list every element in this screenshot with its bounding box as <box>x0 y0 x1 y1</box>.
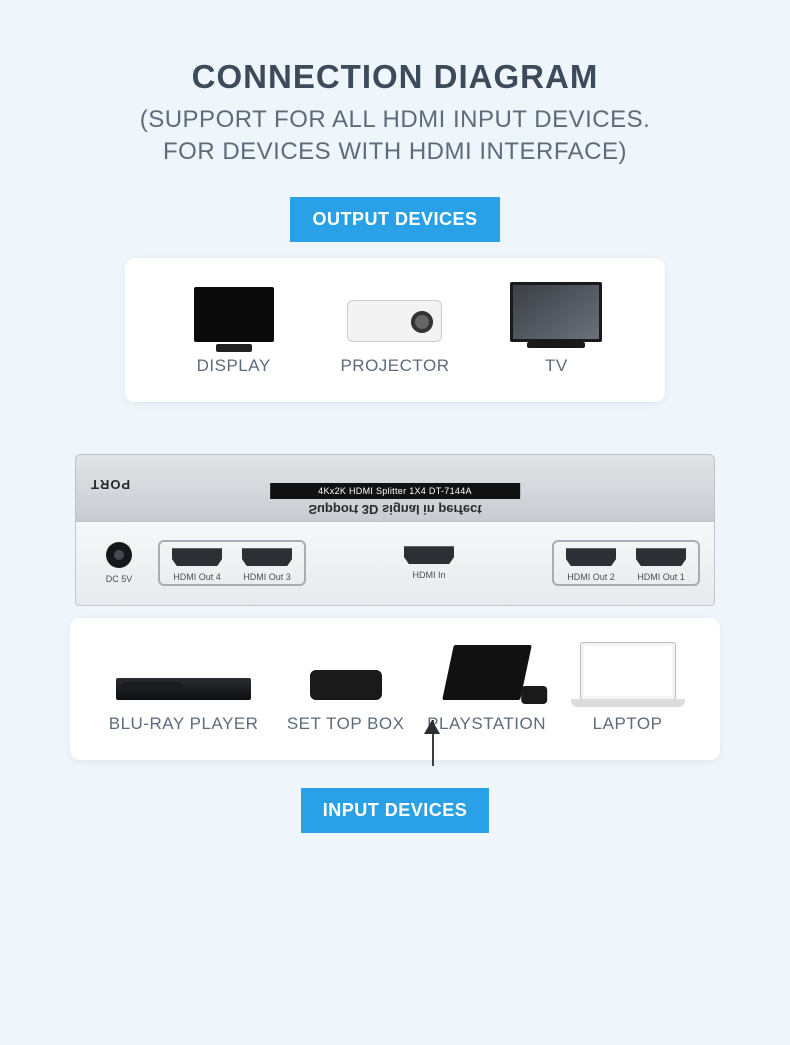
device-label: PROJECTOR <box>314 356 475 376</box>
page-subtitle: (SUPPORT FOR ALL HDMI INPUT DEVICES. FOR… <box>0 104 790 169</box>
device-tv: TV <box>476 282 637 376</box>
input-devices-card: BLU-RAY PLAYER SET TOP BOX PLAYSTATION L… <box>70 618 720 760</box>
hdmi-out-right-group: HDMI Out 2 HDMI Out 1 <box>552 540 700 586</box>
port-label: DC 5V <box>90 574 148 584</box>
device-laptop: LAPTOP <box>557 642 698 734</box>
set-top-box-icon <box>310 670 382 700</box>
splitter-brand-text: PORT <box>90 477 130 492</box>
dc-port: DC 5V <box>90 542 148 584</box>
hdmi-out-1-port: HDMI Out 1 <box>632 548 690 582</box>
tv-icon <box>510 282 602 342</box>
splitter-model-label: 4Kx2K HDMI Splitter 1X4 DT-7144A <box>270 483 520 499</box>
hdmi-in-port: HDMI In <box>400 546 458 580</box>
port-label: HDMI Out 3 <box>238 572 296 582</box>
playstation-icon <box>442 645 532 700</box>
hdmi-port-icon <box>566 548 616 566</box>
subtitle-line-1: (SUPPORT FOR ALL HDMI INPUT DEVICES. <box>140 106 651 133</box>
port-label: HDMI Out 4 <box>168 572 226 582</box>
device-label: DISPLAY <box>153 356 314 376</box>
arrowhead-up-icon <box>424 720 440 734</box>
dc-jack-icon <box>106 542 132 568</box>
page-title: CONNECTION DIAGRAM <box>0 0 790 96</box>
hdmi-splitter: PORT 4Kx2K HDMI Splitter 1X4 DT-7144A Su… <box>75 454 715 606</box>
device-settopbox: SET TOP BOX <box>275 670 416 734</box>
bluray-icon <box>116 678 251 700</box>
input-devices-badge: INPUT DEVICES <box>301 788 490 833</box>
hdmi-out-3-port: HDMI Out 3 <box>238 548 296 582</box>
splitter-embossed-text: Support 3D signal in perfect <box>308 502 481 517</box>
hdmi-port-icon <box>636 548 686 566</box>
subtitle-line-2: FOR DEVICES WITH HDMI INTERFACE) <box>163 138 627 165</box>
device-label: TV <box>476 356 637 376</box>
hdmi-port-icon <box>404 546 454 564</box>
port-label: HDMI In <box>400 570 458 580</box>
hdmi-out-2-port: HDMI Out 2 <box>562 548 620 582</box>
splitter-front-face: DC 5V HDMI Out 4 HDMI Out 3 HDMI In HDMI… <box>75 522 715 606</box>
port-label: HDMI Out 1 <box>632 572 690 582</box>
display-icon <box>194 287 274 342</box>
output-devices-card: DISPLAY PROJECTOR TV <box>125 258 665 402</box>
device-bluray: BLU-RAY PLAYER <box>92 678 275 734</box>
device-display: DISPLAY <box>153 287 314 376</box>
splitter-top-panel: PORT 4Kx2K HDMI Splitter 1X4 DT-7144A Su… <box>75 454 715 522</box>
hdmi-out-left-group: HDMI Out 4 HDMI Out 3 <box>158 540 306 586</box>
hdmi-port-icon <box>172 548 222 566</box>
device-label: BLU-RAY PLAYER <box>92 714 275 734</box>
device-projector: PROJECTOR <box>314 288 475 376</box>
hdmi-port-icon <box>242 548 292 566</box>
output-devices-badge: OUTPUT DEVICES <box>290 197 499 242</box>
device-label: SET TOP BOX <box>275 714 416 734</box>
device-label: LAPTOP <box>557 714 698 734</box>
port-label: HDMI Out 2 <box>562 572 620 582</box>
hdmi-out-4-port: HDMI Out 4 <box>168 548 226 582</box>
projector-icon <box>347 300 442 342</box>
laptop-icon <box>580 642 676 700</box>
